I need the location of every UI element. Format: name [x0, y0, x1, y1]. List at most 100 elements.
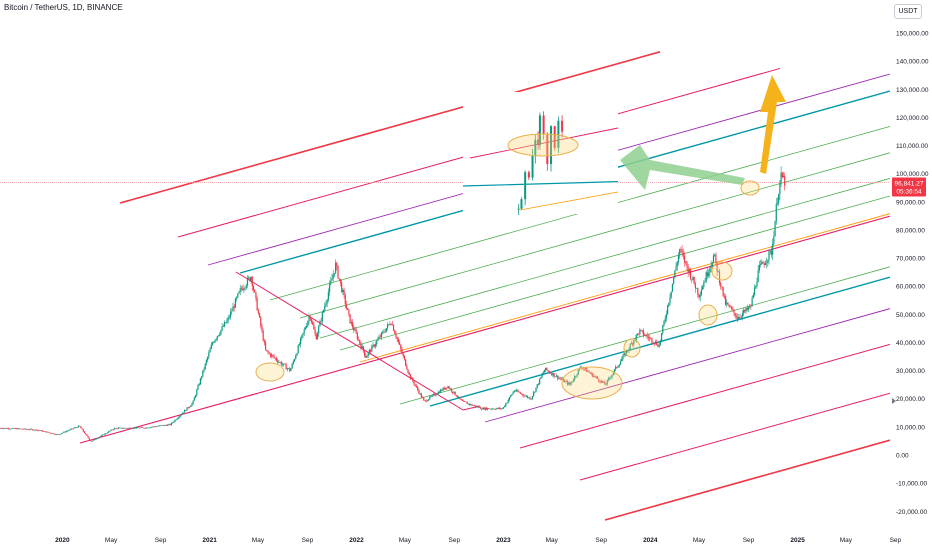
- candle-body: [700, 289, 703, 295]
- inset-candle-body: [524, 172, 527, 200]
- candle-body: [552, 373, 554, 376]
- candle-body: [75, 427, 77, 428]
- candle-body: [182, 412, 185, 414]
- candle-body: [728, 304, 730, 307]
- candle-body: [671, 283, 674, 292]
- candle-body: [648, 337, 651, 339]
- candle-body: [221, 326, 223, 330]
- candle-body: [33, 430, 35, 431]
- candle-body: [755, 286, 757, 288]
- inset-channel-line: [462, 181, 619, 187]
- candle-body: [531, 396, 533, 399]
- candle-body: [62, 432, 64, 434]
- candle-body: [682, 252, 684, 256]
- candle-body: [60, 433, 63, 435]
- candle-body: [229, 311, 232, 318]
- candle-body: [545, 367, 547, 371]
- candle-body: [523, 395, 525, 397]
- candle-body: [572, 379, 575, 382]
- candle-body: [21, 428, 23, 430]
- candle-body: [452, 391, 454, 393]
- candle-body: [673, 277, 675, 284]
- candle-body: [219, 334, 221, 336]
- candle-body: [687, 266, 689, 274]
- candle-body: [23, 428, 25, 430]
- candle-body: [469, 403, 471, 405]
- candle-body: [234, 298, 237, 308]
- candle-body: [491, 408, 494, 410]
- candle-body: [335, 262, 337, 274]
- channel-line: [484, 308, 891, 423]
- candle-body: [584, 368, 587, 369]
- candle-body: [251, 277, 253, 287]
- candle-body: [536, 384, 538, 388]
- candle-body: [726, 302, 728, 305]
- candle-body: [106, 432, 109, 434]
- candle-body: [217, 335, 220, 337]
- candle-body: [720, 283, 722, 287]
- candle-body: [316, 333, 319, 340]
- y-tick-label: 140,000.00: [896, 59, 929, 66]
- candle-body: [129, 427, 131, 429]
- y-tick-label: 150,000.00: [896, 31, 929, 38]
- candle-body: [441, 389, 443, 391]
- candle-body: [374, 344, 377, 347]
- candle-body: [623, 353, 625, 356]
- candle-body: [186, 407, 188, 411]
- candle-body: [479, 407, 482, 409]
- x-tick-label: Sep: [155, 537, 167, 544]
- candle-body: [201, 376, 203, 379]
- candle-body: [718, 271, 721, 284]
- candle-body: [227, 317, 229, 321]
- candle-body: [88, 437, 90, 440]
- candle-body: [348, 309, 350, 315]
- y-tick-label: 40,000.00: [896, 340, 925, 347]
- highlight-ellipse: [711, 261, 733, 281]
- candle-body: [746, 307, 748, 310]
- candle-body: [658, 344, 660, 347]
- candle-body: [111, 429, 113, 431]
- y-tick-label: 90,000.00: [896, 199, 925, 206]
- candle-body: [85, 433, 87, 435]
- candle-body: [7, 428, 10, 429]
- candle-body: [327, 292, 329, 300]
- candle-body: [450, 388, 453, 392]
- inset-candle-body: [538, 115, 541, 146]
- candle-body: [524, 395, 526, 397]
- candle-body: [197, 385, 199, 390]
- candle-body: [295, 355, 297, 360]
- candle-body: [155, 426, 157, 428]
- candle-body: [269, 353, 272, 357]
- candle-body: [588, 371, 590, 373]
- candle-body: [15, 428, 17, 429]
- candle-body: [617, 366, 619, 368]
- candle-body: [54, 434, 57, 435]
- candle-body: [566, 381, 569, 385]
- candle-body: [0, 428, 2, 429]
- candle-body: [465, 401, 467, 403]
- candle-body: [412, 377, 414, 382]
- candle-body: [431, 395, 433, 397]
- candle-body: [475, 405, 477, 407]
- candle-body: [409, 374, 412, 379]
- candle-body: [233, 306, 235, 308]
- candle-body: [52, 433, 54, 435]
- currency-badge[interactable]: USDT: [894, 4, 922, 19]
- candle-body: [304, 327, 307, 330]
- x-tick-label: Sep: [449, 537, 461, 544]
- candle-body: [16, 428, 18, 430]
- candle-body: [143, 427, 145, 429]
- candle-body: [703, 282, 705, 287]
- candle-body: [341, 282, 343, 293]
- candle-body: [332, 274, 334, 279]
- channel-line: [519, 343, 891, 449]
- candle-body: [108, 431, 110, 433]
- candle-body: [730, 307, 733, 309]
- candle-body: [446, 387, 448, 389]
- candle-body: [449, 388, 451, 390]
- candle-body: [126, 428, 128, 429]
- candle-body: [3, 428, 5, 429]
- candle-body: [339, 279, 342, 283]
